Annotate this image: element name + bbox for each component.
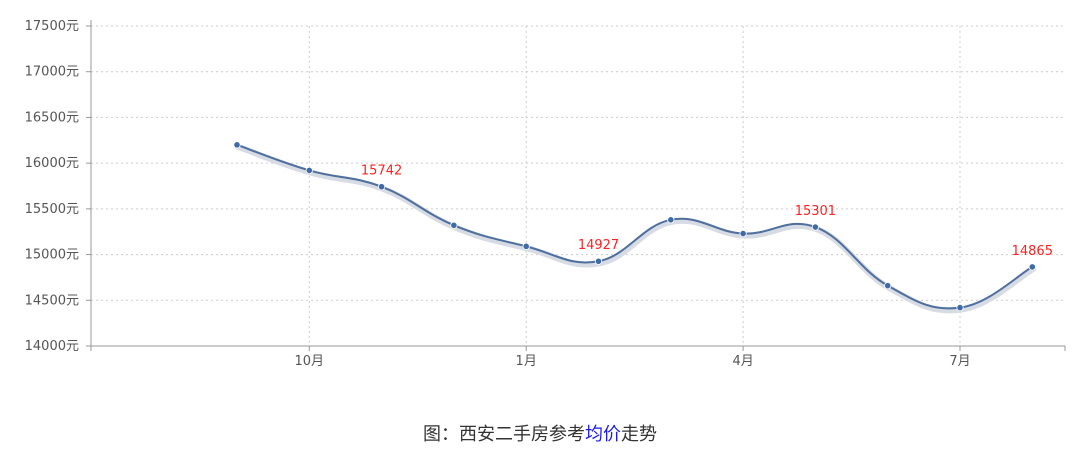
x-tick-label: 1月 — [516, 354, 537, 369]
data-label: 15301 — [795, 204, 836, 219]
data-point — [884, 282, 892, 290]
y-tick-label: 16000元 — [25, 156, 79, 171]
x-tick-label: 4月 — [732, 354, 753, 369]
x-tick-label: 7月 — [949, 354, 970, 369]
y-tick-label: 14000元 — [25, 339, 79, 354]
data-point — [811, 223, 820, 231]
data-point — [522, 242, 530, 250]
data-point — [667, 216, 675, 224]
y-tick-label: 15500元 — [25, 202, 79, 217]
y-tick-label: 16500元 — [25, 110, 79, 125]
caption-prefix: 图：西安二手房参考 — [423, 424, 585, 445]
chart: 14000元 14500元 15000元 15500元 16000元 16500元 1700… — [25, 19, 1066, 369]
data-label: 15742 — [361, 164, 402, 179]
data-point — [305, 166, 313, 175]
series-line-shadow — [235, 143, 1037, 314]
series-line — [236, 143, 1033, 310]
caption-link-average-price[interactable]: 均价 — [585, 424, 621, 445]
data-point — [739, 229, 747, 238]
chart-caption: 图：西安二手房参考均价走势 — [0, 420, 1080, 446]
data-point — [377, 183, 386, 191]
data-point — [233, 141, 241, 149]
data-point — [1028, 263, 1036, 271]
y-tick-label: 15000元 — [25, 248, 79, 263]
line-chart-svg: 14000元 14500元 15000元 15500元 16000元 16500元 1700… — [25, 19, 1066, 369]
data-label: 14927 — [578, 238, 619, 253]
caption-suffix: 走势 — [621, 424, 657, 445]
y-tick-label: 14500元 — [25, 293, 79, 308]
x-tick-label: 10月 — [295, 354, 325, 369]
data-label: 14865 — [1012, 244, 1053, 259]
data-point — [450, 221, 458, 229]
data-point — [956, 303, 964, 312]
data-point — [594, 257, 603, 265]
y-tick-label: 17500元 — [25, 19, 79, 34]
y-tick-label: 17000元 — [25, 65, 79, 80]
